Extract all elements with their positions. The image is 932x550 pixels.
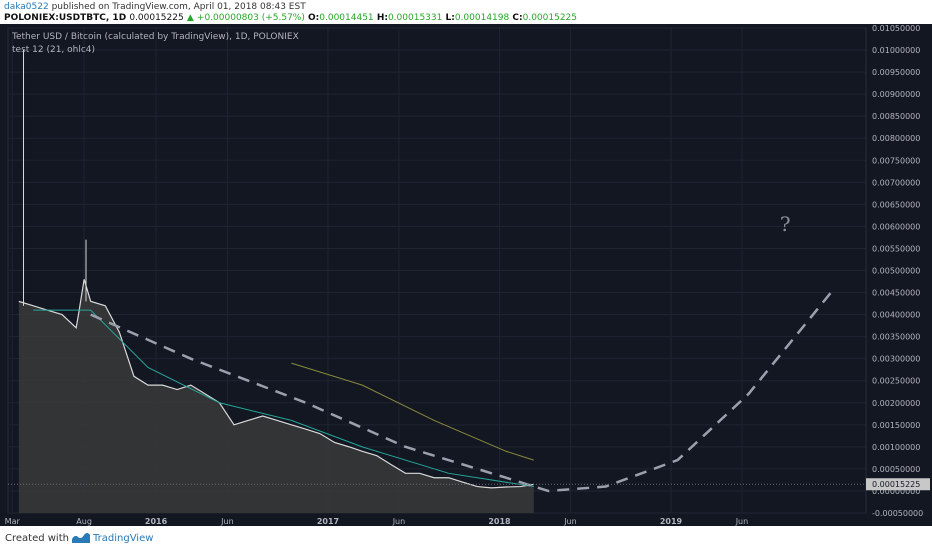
ohlc-summary: POLONIEX:USDTBTC, 1D 0.00015225 ▲ +0.000…	[4, 13, 577, 23]
y-tick-label: 0.00900000	[872, 90, 920, 99]
y-tick-label: 0.00600000	[872, 222, 920, 231]
price-chart[interactable]: 0.01050000 0.01000000 0.00950000 0.00900000…	[0, 24, 932, 526]
x-tick-label: 2017	[317, 517, 339, 526]
y-tick-label: 0.00850000	[872, 112, 920, 121]
x-tick-label: 2018	[488, 517, 511, 526]
price-area	[18, 279, 534, 513]
y-tick-label: 0.00950000	[872, 68, 920, 77]
x-tick-label: 2019	[660, 517, 683, 526]
y-tick-label: 0.00000000	[872, 487, 920, 496]
x-tick-label: Mar	[5, 517, 21, 526]
y-tick-label: 0.00200000	[872, 399, 920, 408]
published-text: published on TradingView.com, April 01, …	[51, 2, 306, 12]
high-label: H:	[376, 13, 388, 23]
last-price: 0.00015225	[129, 13, 184, 23]
x-tick-label: Aug	[76, 517, 92, 526]
x-tick-label: Jun	[220, 517, 234, 526]
y-tick-label: 0.00450000	[872, 289, 920, 298]
y-tick-label: 0.00150000	[872, 421, 920, 430]
open-value: 0.00014451	[319, 13, 374, 23]
high-value: 0.00015331	[387, 13, 443, 23]
y-tick-label: 0.00250000	[872, 377, 920, 386]
tradingview-brand[interactable]: TradingView	[93, 533, 154, 544]
x-tick-label: Jun	[735, 517, 749, 526]
long-moving-average-line	[291, 362, 534, 461]
symbol-label: POLONIEX:USDTBTC, 1D	[4, 13, 127, 23]
chart-legend-title: Tether USD / Bitcoin (calculated by Trad…	[12, 32, 299, 42]
question-annotation: ?	[780, 212, 791, 236]
y-tick-label: 0.00350000	[872, 333, 920, 342]
change-arrow-icon: ▲	[186, 13, 194, 23]
author-link[interactable]: daka0522	[4, 2, 49, 12]
created-with-text: Created with	[5, 533, 69, 544]
y-tick-label: 0.00100000	[872, 443, 920, 452]
low-value: 0.00014198	[454, 13, 510, 23]
y-tick-label: 0.00500000	[872, 267, 920, 276]
change-value: +0.00000803 (+5.57%)	[196, 13, 305, 23]
y-tick-label: 0.00550000	[872, 244, 920, 253]
y-tick-label: 0.00700000	[872, 178, 920, 187]
y-tick-label: 0.01050000	[872, 24, 920, 33]
y-tick-label: 0.00300000	[872, 355, 920, 364]
last-price-label: 0.00015225	[872, 480, 920, 489]
y-tick-label: 0.00650000	[872, 200, 920, 209]
publication-header: daka0522 published on TradingView.com, A…	[0, 0, 932, 24]
x-tick-label: Jun	[392, 517, 406, 526]
x-tick-label: Jun	[563, 517, 577, 526]
footer: Created with TradingView	[0, 526, 932, 550]
last-price-tag	[866, 478, 930, 491]
close-label: C:	[512, 13, 523, 23]
y-tick-label: 0.00050000	[872, 465, 920, 474]
y-tick-label: -0.00050000	[872, 509, 923, 518]
low-label: L:	[445, 13, 455, 23]
y-tick-label: 0.01000000	[872, 46, 920, 55]
publish-info: daka0522 published on TradingView.com, A…	[4, 2, 306, 12]
y-tick-label: 0.00400000	[872, 311, 920, 320]
indicator-legend[interactable]: test 12 (21, ohlc4)	[12, 45, 96, 55]
open-label: O:	[308, 13, 320, 23]
chart-panel[interactable]: 0.01050000 0.01000000 0.00950000 0.00900000…	[0, 24, 932, 526]
close-value: 0.00015225	[522, 13, 578, 23]
y-tick-label: 0.00750000	[872, 156, 920, 165]
y-tick-label: 0.00800000	[872, 134, 920, 143]
x-tick-label: 2016	[145, 517, 168, 526]
